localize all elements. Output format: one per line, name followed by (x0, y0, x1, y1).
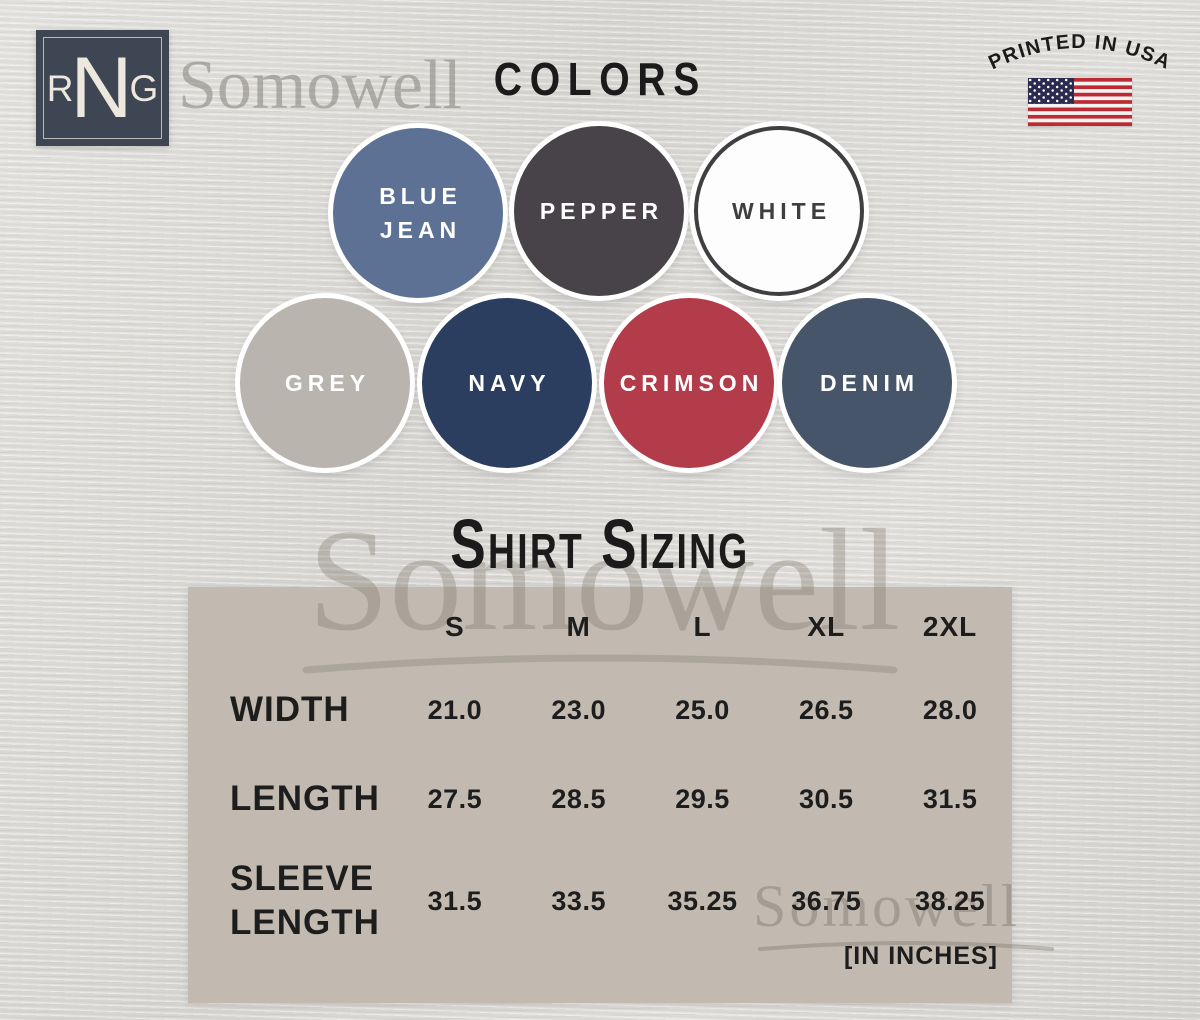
size-col-header-2xl: 2XL (922, 611, 978, 642)
width-s-value: 21.0 (427, 694, 483, 725)
row-label-length: LENGTH (230, 779, 380, 819)
logo-letter-r: R (46, 67, 74, 109)
length-m-value: 28.5 (551, 783, 606, 814)
colors-heading-text: COLORS (493, 53, 707, 105)
color-swatch-denim: DENIM (782, 298, 952, 468)
logo-letter-n: N (70, 40, 133, 136)
usa-flag-icon (1028, 78, 1132, 126)
printed-in-usa-arch: PRINTED IN USA (985, 31, 1173, 74)
color-swatch-crimson: CRIMSON (604, 298, 774, 468)
printed-in-usa-badge: PRINTED IN USA (978, 14, 1182, 126)
shirt-sizing-heading-text: Shirt Sizing (450, 505, 750, 583)
length-xl-value: 30.5 (799, 783, 854, 814)
sizing-table: S M L XL 2XL WIDTH 21.0 23.0 25.0 26.5 2… (188, 587, 1012, 1003)
size-col-header-m: M (566, 611, 591, 642)
sizing-grid: S M L XL 2XL WIDTH 21.0 23.0 25.0 26.5 2… (188, 587, 1012, 957)
width-m-value: 23.0 (551, 694, 606, 725)
color-swatch-pepper: PEPPER (514, 126, 684, 296)
logo-letter-g: G (129, 67, 159, 109)
sleeve-s-value: 31.5 (427, 885, 483, 916)
color-swatch-grey: GREY (240, 298, 410, 468)
width-2xl-value: 28.0 (922, 694, 978, 725)
sleeve-xl-value: 36.75 (791, 885, 862, 916)
length-l-value: 29.5 (675, 783, 730, 814)
logo-inner-frame (43, 37, 162, 139)
row-label-width: WIDTH (230, 690, 350, 730)
color-swatch-label: BLUE JEAN (379, 182, 462, 244)
color-swatch-label: DENIM (819, 369, 920, 396)
size-col-header-l: L (693, 611, 712, 642)
shirt-sizing-heading: Shirt Sizing (0, 504, 1200, 584)
size-col-header-xl: XL (807, 611, 846, 642)
logo-monogram: R N G (47, 45, 159, 131)
color-swatch-label: GREY (284, 369, 371, 396)
width-xl-value: 26.5 (799, 694, 854, 725)
size-col-header-s: S (445, 611, 465, 642)
unit-note: [IN INCHES] (843, 942, 998, 970)
sleeve-2xl-value: 38.25 (915, 885, 986, 916)
color-swatch-label: PEPPER (539, 197, 664, 224)
length-2xl-value: 31.5 (922, 783, 978, 814)
sizing-table-panel (188, 587, 1012, 1003)
row-label-sleeve-length: SLEEVE LENGTH (230, 859, 380, 942)
colors-heading: COLORS (0, 52, 1200, 106)
sleeve-l-value: 35.25 (667, 885, 738, 916)
length-s-value: 27.5 (427, 783, 483, 814)
rng-logo: R N G (36, 30, 169, 146)
sleeve-m-value: 33.5 (551, 885, 606, 916)
width-l-value: 25.0 (675, 694, 730, 725)
color-swatch-blue-jean: BLUE JEAN (333, 128, 503, 298)
color-swatch-label: NAVY (468, 369, 551, 396)
color-swatch-white: WHITE (694, 126, 864, 296)
color-swatch-navy: NAVY (422, 298, 592, 468)
color-swatch-label: CRIMSON (619, 369, 764, 396)
color-swatch-label: WHITE (731, 197, 832, 224)
